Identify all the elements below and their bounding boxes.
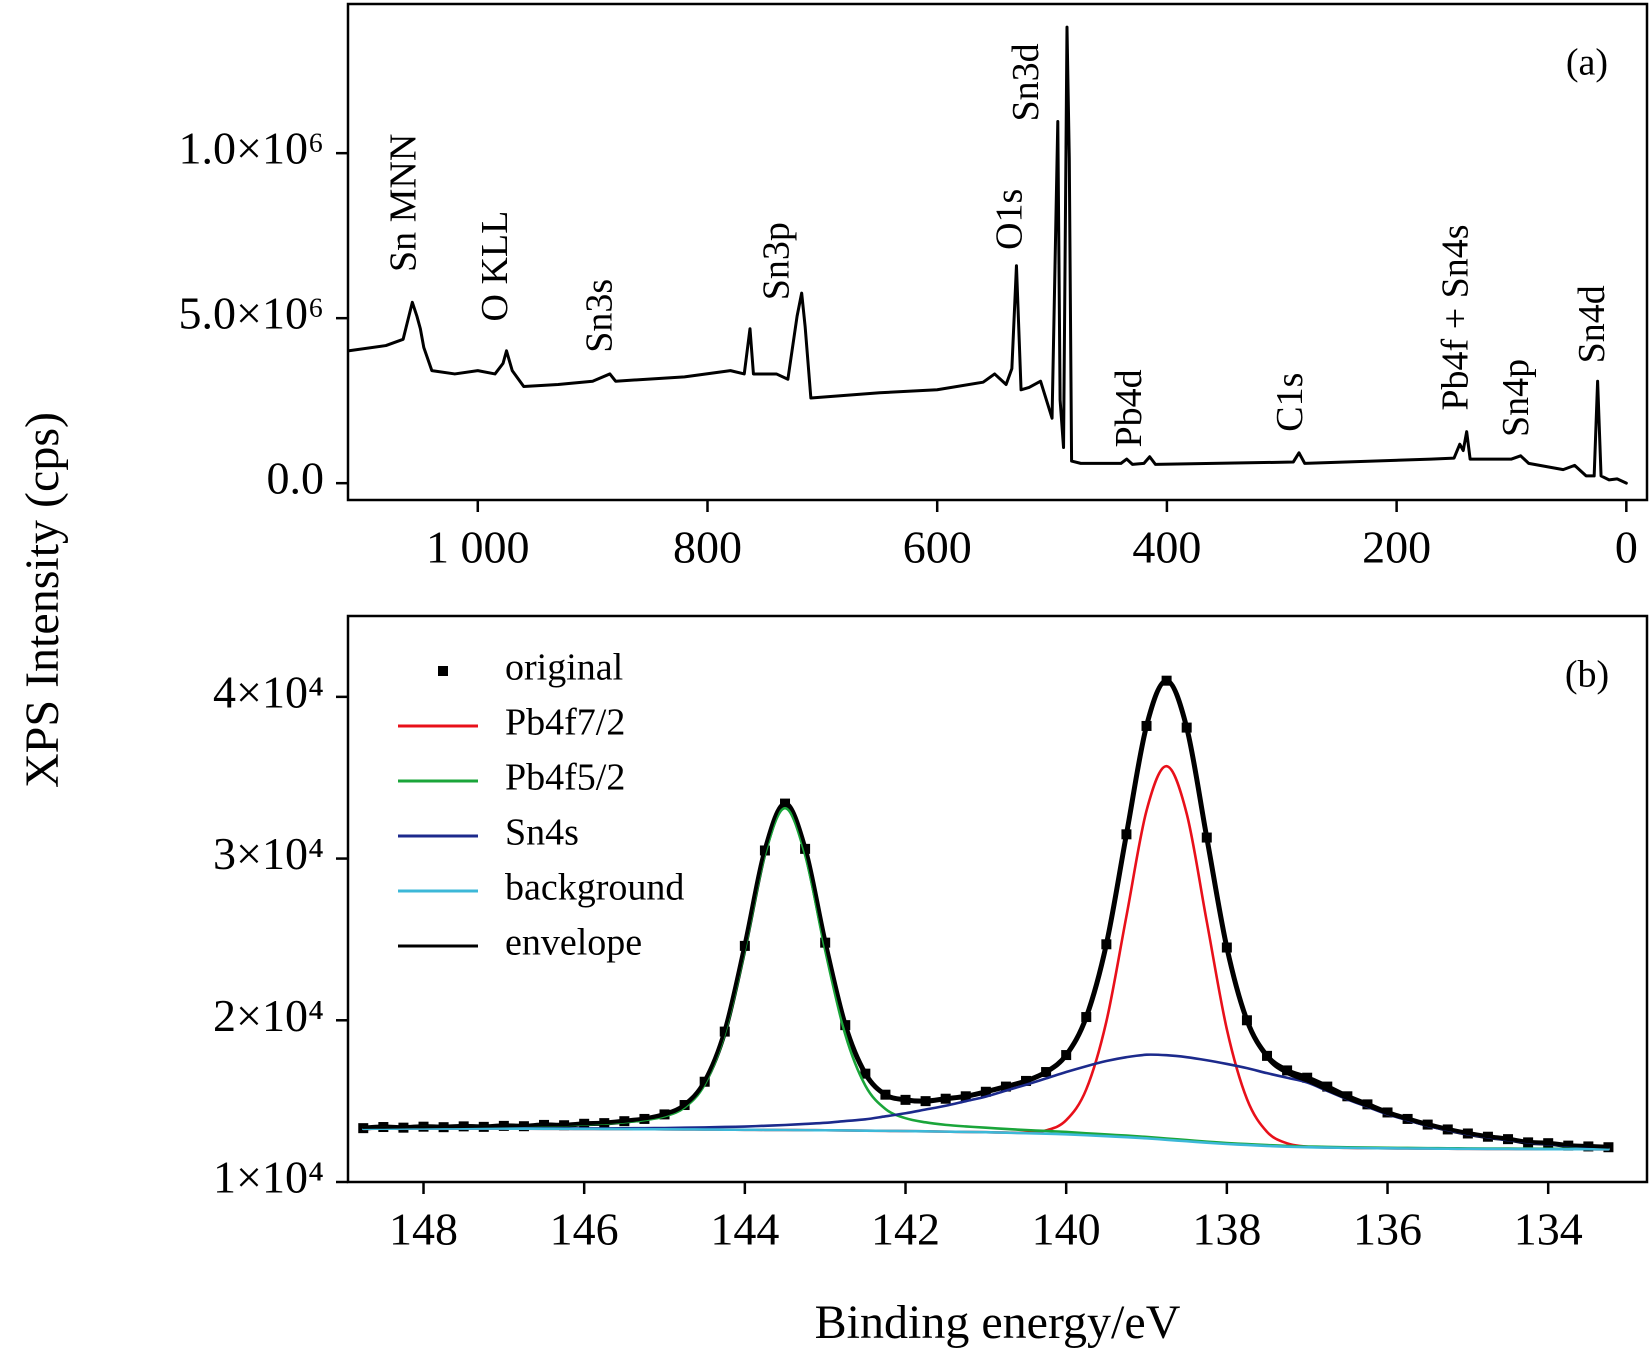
x-tick-label: 200 bbox=[1362, 522, 1431, 573]
x-tick-label: 138 bbox=[1192, 1204, 1261, 1255]
panel-label: (a) bbox=[1566, 42, 1608, 84]
x-tick-label: 144 bbox=[710, 1204, 779, 1255]
x-axis-title: Binding energy/eV bbox=[815, 1296, 1181, 1349]
legend-label: Pb4f7/2 bbox=[505, 702, 625, 744]
legend-label: Pb4f5/2 bbox=[505, 757, 625, 799]
peak-label: O1s bbox=[989, 189, 1031, 250]
x-tick-label: 142 bbox=[871, 1204, 940, 1255]
plot-area bbox=[358, 675, 1614, 1153]
legend-label: background bbox=[505, 867, 684, 909]
x-tick-label: 148 bbox=[389, 1204, 458, 1255]
plot-frame bbox=[346, 614, 1649, 1184]
x-tick-label: 136 bbox=[1353, 1204, 1422, 1255]
x-tick-label: 0 bbox=[1615, 522, 1638, 573]
x-tick-label: 146 bbox=[550, 1204, 619, 1255]
legend-label: Sn4s bbox=[505, 812, 579, 854]
y-tick-label: 1×10⁴ bbox=[213, 1152, 324, 1203]
series-line bbox=[348, 25, 1628, 485]
panel-label: (b) bbox=[1565, 654, 1609, 696]
plot-frame bbox=[346, 2, 1649, 502]
y-tick-label: 2×10⁴ bbox=[213, 990, 324, 1041]
x-tick-label: 1 000 bbox=[426, 522, 530, 573]
peak-label: Sn3d bbox=[1005, 43, 1047, 121]
peak-label: Sn MNN bbox=[382, 134, 424, 272]
peak-label: Sn3p bbox=[756, 222, 798, 300]
data-point bbox=[1302, 1072, 1313, 1083]
peak-label: Sn4d bbox=[1571, 285, 1613, 363]
x-tick-label: 400 bbox=[1132, 522, 1201, 573]
x-tick-label: 800 bbox=[673, 522, 742, 573]
y-tick-label: 5.0×10⁶ bbox=[179, 288, 324, 339]
peak-label: Sn3s bbox=[579, 279, 621, 353]
data-point bbox=[1282, 1065, 1293, 1076]
peak-label: C1s bbox=[1269, 373, 1311, 432]
x-tick-label: 140 bbox=[1032, 1204, 1101, 1255]
data-point bbox=[1342, 1091, 1353, 1102]
data-point bbox=[1322, 1081, 1333, 1092]
data-point bbox=[1262, 1050, 1273, 1061]
x-tick-label: 134 bbox=[1514, 1204, 1583, 1255]
peak-label: Pb4f + Sn4s bbox=[1434, 224, 1476, 410]
data-point bbox=[1382, 1107, 1393, 1118]
y-tick-label: 0.0 bbox=[267, 453, 325, 504]
y-tick-label: 3×10⁴ bbox=[213, 828, 324, 879]
series-line bbox=[361, 679, 1610, 1149]
data-point bbox=[1362, 1099, 1373, 1110]
peak-label: O KLL bbox=[474, 211, 516, 322]
y-axis-title: XPS Intensity (cps) bbox=[16, 412, 69, 788]
legend-marker bbox=[438, 666, 448, 676]
y-tick-label: 1.0×10⁶ bbox=[179, 123, 324, 174]
legend-label: envelope bbox=[505, 922, 642, 964]
series-line bbox=[361, 1127, 1610, 1151]
legend-label: original bbox=[505, 647, 623, 689]
x-tick-label: 600 bbox=[903, 522, 972, 573]
plot-area bbox=[348, 25, 1628, 485]
peak-label: Pb4d bbox=[1108, 369, 1150, 447]
y-tick-label: 4×10⁴ bbox=[213, 666, 324, 717]
peak-label: Sn4p bbox=[1495, 359, 1537, 437]
